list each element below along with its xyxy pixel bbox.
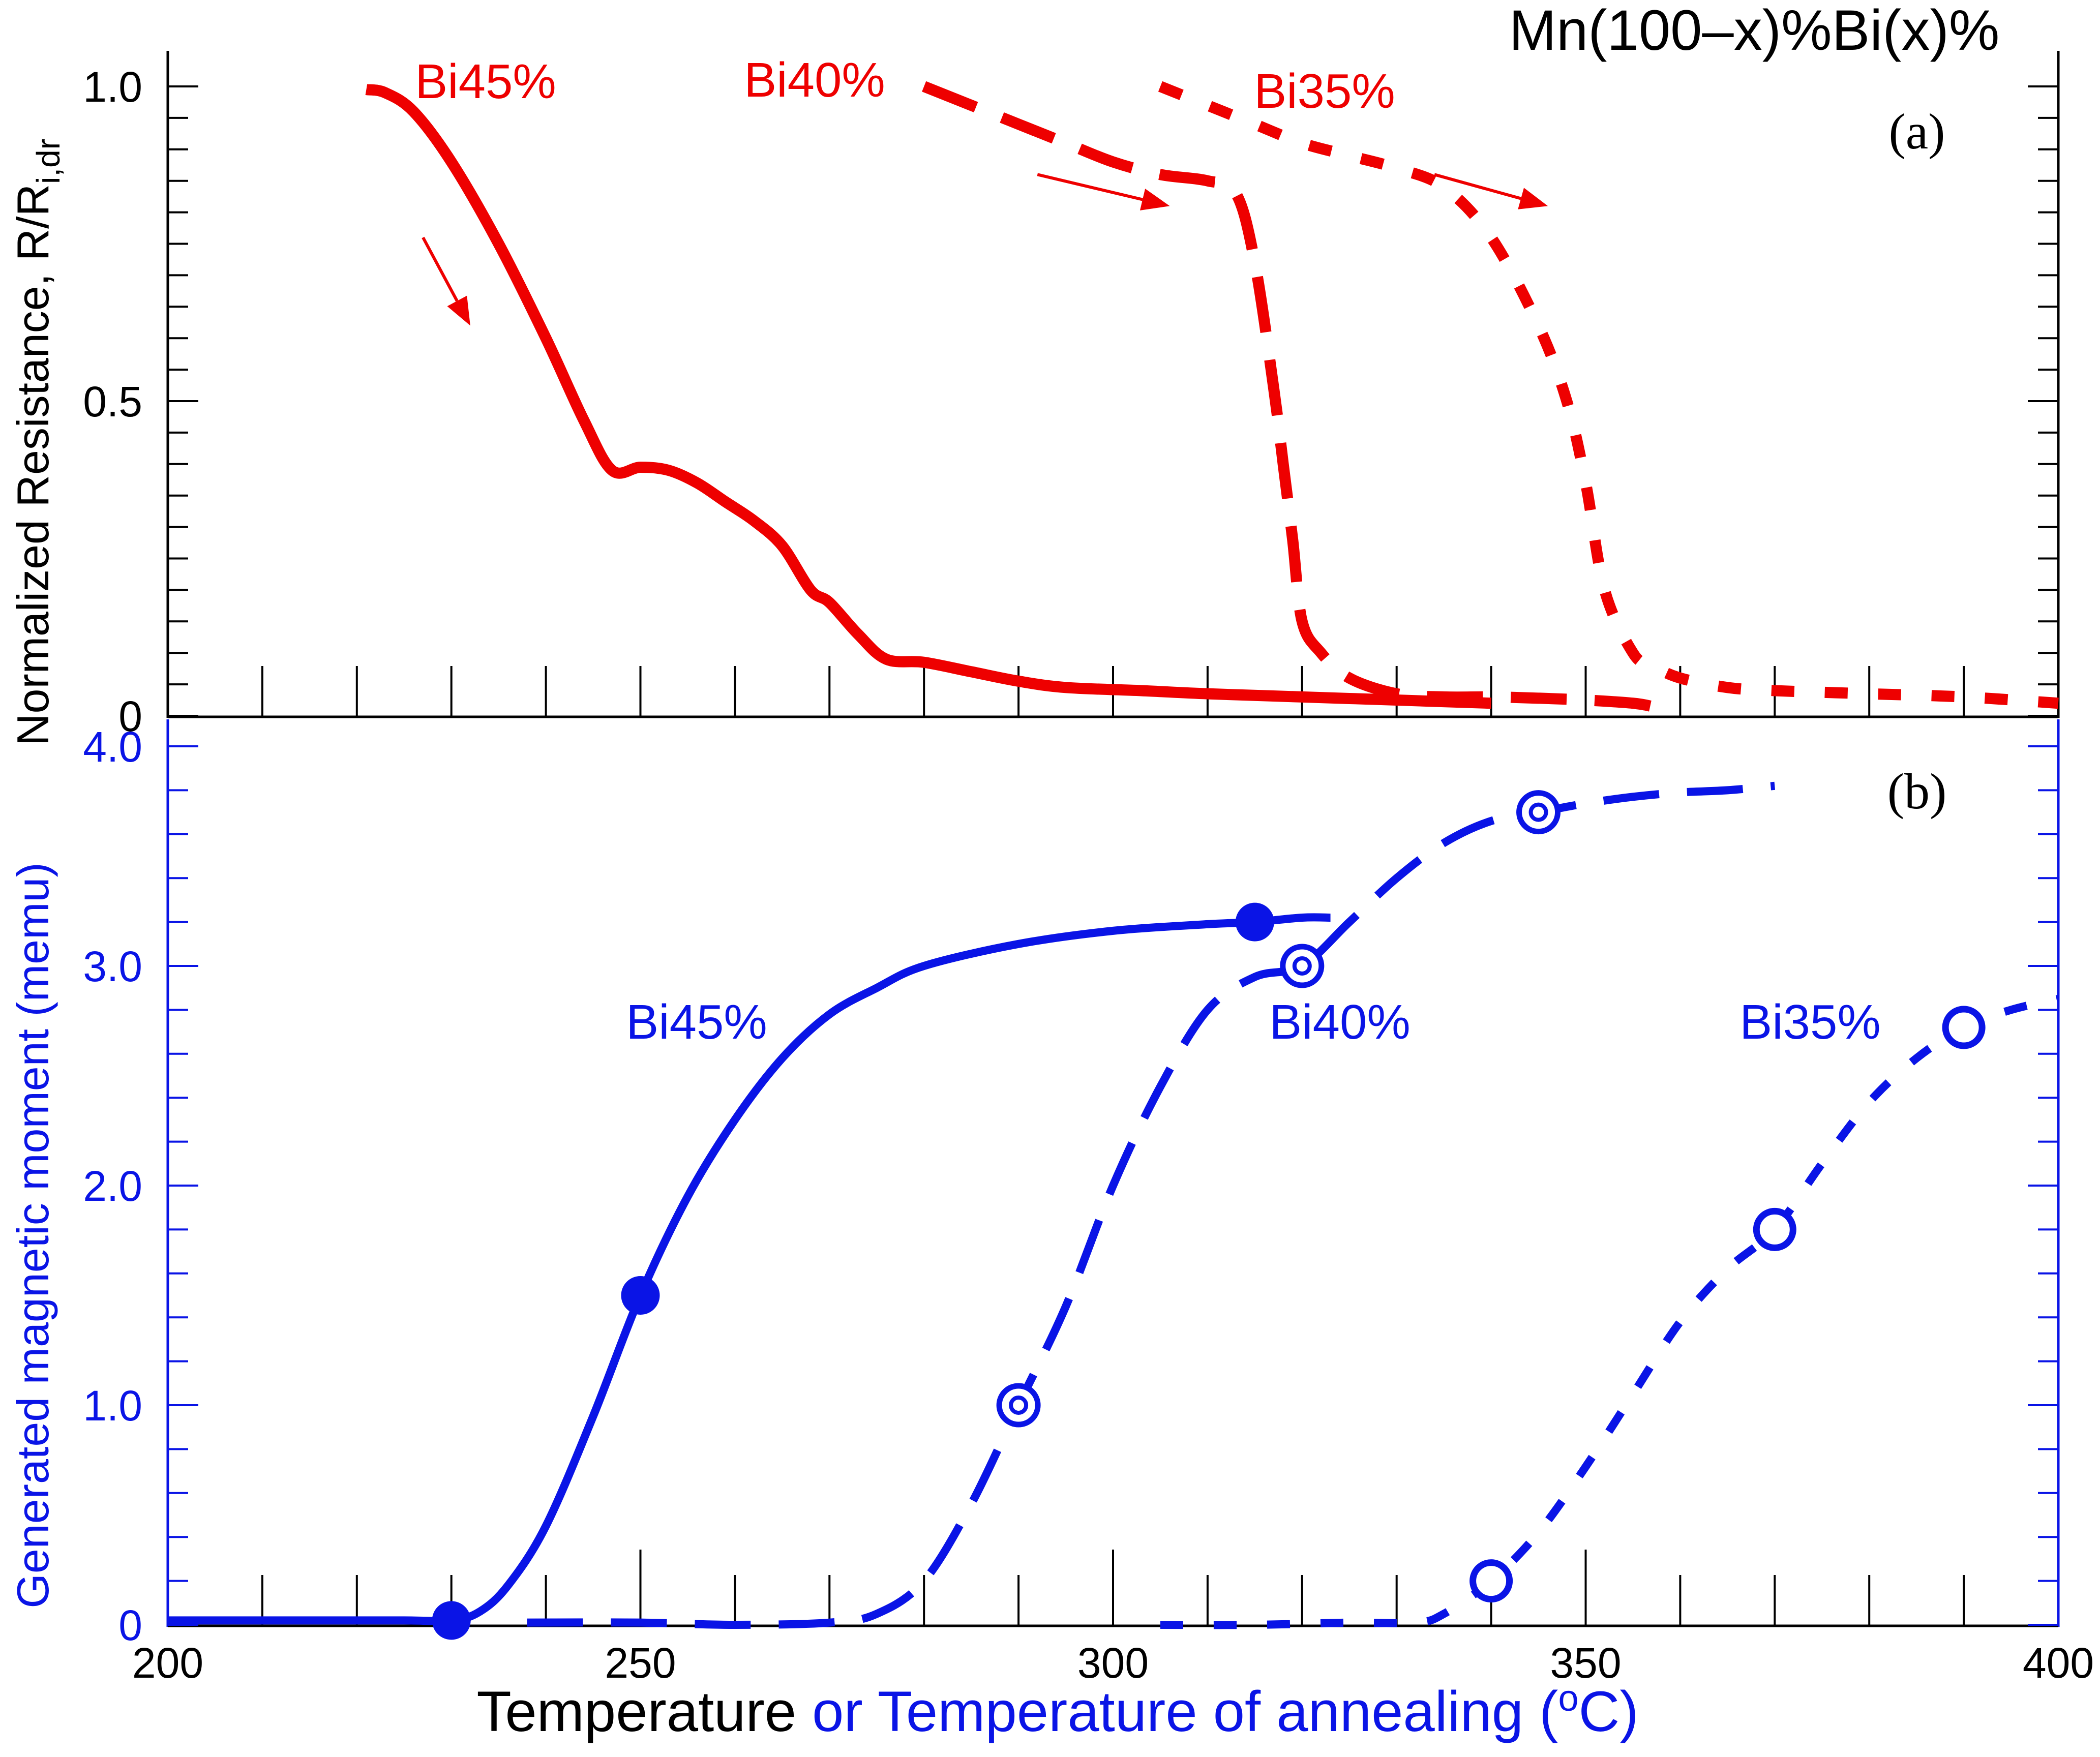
x-tick-label: 350 [1550, 1639, 1621, 1687]
arrow-bi45 [422, 236, 459, 302]
panel-a-ylabel: Normalized Resistance, R/Ri,dr [8, 139, 67, 746]
x-tick-label: 400 [2023, 1639, 2094, 1687]
panel-b-ylabel: Generated magnetic moment (memu) [8, 862, 58, 1608]
panel-b-ytick-label: 4.0 [83, 723, 142, 771]
tick-labels: 0 0.5 1.0 0 1.0 2.0 3.0 4.0 200 250 300 350 400 [83, 63, 2094, 1687]
arrow-bi40-head [1139, 189, 1170, 210]
panel-b-axes [166, 719, 2060, 1627]
label-a-bi40: Bi40% [744, 53, 885, 107]
label-b-bi40: Bi40% [1269, 995, 1411, 1049]
arrow-bi40 [1037, 173, 1143, 201]
marker-open-circle [1942, 1006, 1986, 1049]
arrow-bi45-head [447, 295, 470, 326]
marker-double-circle-inner [1009, 1396, 1029, 1415]
panel-b-ytick-label: 2.0 [83, 1162, 142, 1210]
panel-b-ytick-label: 1.0 [83, 1382, 142, 1430]
marker-double-circle-inner [1292, 956, 1312, 976]
panel-a-curve-bi45 [365, 84, 1491, 709]
panel-a-ytick-label: 0 [118, 692, 142, 740]
panel-a-label: (a) [1889, 103, 1945, 160]
label-b-bi45: Bi45% [626, 995, 767, 1049]
x-tick-label: 250 [605, 1639, 676, 1687]
arrow-bi35 [1434, 173, 1521, 200]
marker-filled-circle [621, 1276, 660, 1315]
panel-a-ytick-label: 1.0 [83, 63, 142, 111]
x-axis-label: Temperature or Temperature of annealing … [476, 1678, 1638, 1743]
label-a-bi35: Bi35% [1254, 64, 1395, 118]
label-a-bi45: Bi45% [415, 54, 556, 109]
direction-arrows [422, 173, 1548, 326]
data-markers [432, 790, 1986, 1640]
panel-b-curve-bi35 [1160, 995, 2059, 1629]
x-tick-label: 200 [132, 1639, 203, 1687]
marker-filled-circle [432, 1601, 471, 1640]
data-curves [168, 81, 2059, 1629]
marker-double-circle-inner [1528, 802, 1548, 822]
composition-title: Mn(100–x)%Bi(x)% [1509, 0, 2000, 62]
panel-a-axes [166, 51, 2060, 718]
panel-a-curve-bi40 [922, 81, 1653, 712]
panel-a-ytick-label: 0.5 [83, 378, 142, 426]
marker-filled-circle [1235, 902, 1274, 942]
x-tick-label: 300 [1077, 1639, 1149, 1687]
marker-open-circle [1469, 1559, 1513, 1603]
panel-b-ytick-label: 0 [118, 1601, 142, 1649]
panel-a-curve-bi35 [1158, 81, 2059, 709]
panel-b-ytick-label: 3.0 [83, 943, 142, 990]
label-b-bi35: Bi35% [1739, 995, 1881, 1049]
panel-b-curve-bi40 [527, 781, 1776, 1629]
marker-open-circle [1753, 1207, 1796, 1251]
arrow-bi35-head [1518, 188, 1548, 209]
panel-b-label: (b) [1887, 763, 1947, 820]
